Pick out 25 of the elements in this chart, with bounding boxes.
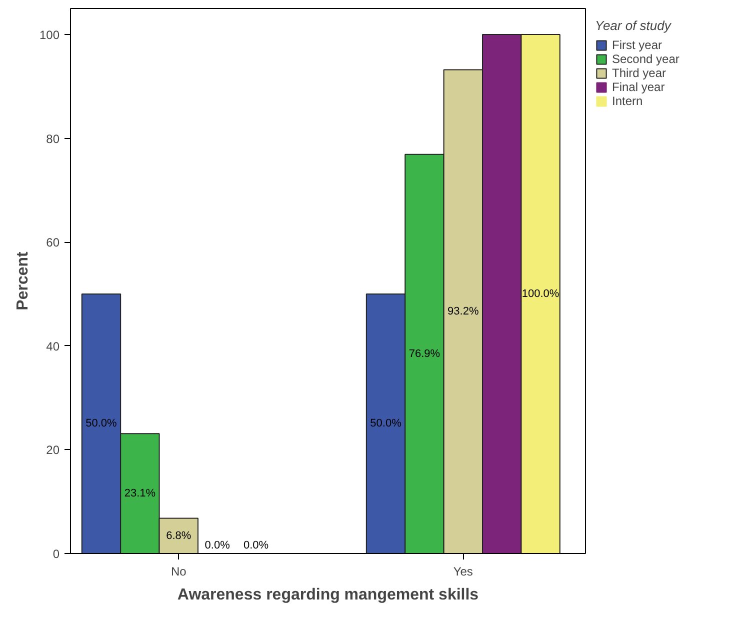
data-label: 0.0%	[204, 540, 230, 552]
y-tick-label: 80	[46, 132, 60, 146]
legend-label: Final year	[612, 80, 665, 94]
data-label: 76.9%	[408, 348, 440, 360]
data-label: 0.0%	[243, 540, 269, 552]
y-tick-label: 100	[39, 28, 60, 42]
legend-title: Year of study	[595, 18, 672, 33]
x-axis-title: Awareness regarding mangement skills	[177, 586, 479, 604]
legend-label: Intern	[612, 94, 643, 108]
y-tick-label: 0	[52, 547, 60, 561]
y-axis-title: Percent	[14, 250, 32, 310]
data-label: 50.0%	[370, 418, 402, 430]
y-tick-label: 20	[46, 443, 60, 458]
data-label: 23.1%	[124, 488, 156, 500]
legend-label: Third year	[612, 66, 666, 80]
y-tick-label: 40	[46, 339, 60, 354]
data-label: 50.0%	[86, 418, 118, 430]
legend-label: First year	[612, 38, 662, 52]
x-tick-label: Yes	[453, 564, 473, 578]
data-label: 93.2%	[448, 306, 479, 318]
x-tick-label: No	[170, 564, 187, 578]
legend-label: Second year	[612, 52, 680, 66]
data-label: 6.8%	[166, 530, 192, 542]
data-label: 100.0%	[522, 288, 560, 300]
y-tick-label: 60	[46, 236, 60, 250]
